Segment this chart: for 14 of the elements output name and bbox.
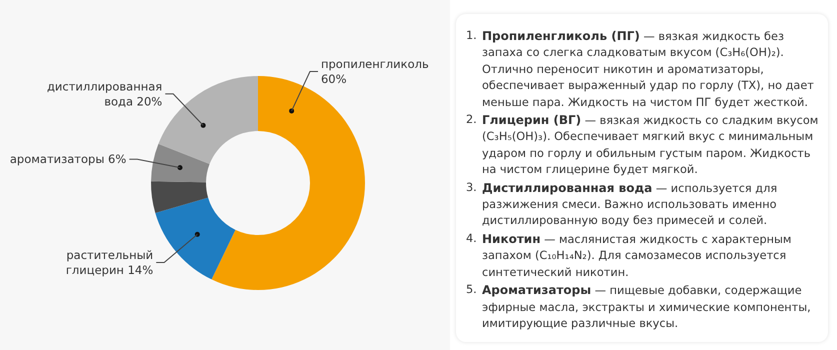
donut-slice: [212, 76, 365, 290]
text: 5. Ароматизаторы — пищевые добавки, содержащие эфирные масла, экстракты и химические компоненты, имитирующие различные вкусы.: [466, 282, 812, 332]
text: 3. Дистиллированная вода — используется для разжижения смеси. Важно использовать именно дистиллированную воду без примесей и солей.: [466, 180, 778, 230]
text: 1. Пропиленгликоль (ПГ) — вязкая жидкость без запаха со слегка сладковатым вкусом (C₃H₆(OH)₂). Отлично переносит никотин и ароматизаторы, обеспечивает выраженный удар по горлу (ТХ), но дает меньше пара. Жидкость на чистом ПГ будет жесткой.: [466, 28, 815, 111]
donut-slice: [151, 144, 210, 182]
slice-label: растительный глицерин 14%: [66, 248, 154, 278]
slice-label: дистиллированная вода 20%: [46, 79, 162, 108]
text: 4. Никотин — маслянистая жидкость с характерным запахом (C₁₀H₁₄N₂). Для самозамесов используется синтетический никотин.: [466, 230, 792, 281]
slice-label: ароматизаторы 6%: [10, 152, 126, 166]
slice-label: пропиленгликоль: [320, 57, 429, 72]
text: 2. Глицерин (ВГ) — вязкая жидкость со сладким вкусом (C₃H₅(OH)₃). Обеспечивает мягкий вкус с минимальным ударом по горлу и обильным густым паром. Жидкость на чистом глицерине будет мягкой.: [466, 112, 820, 178]
data-label: 60%: [320, 72, 347, 86]
donut-slice: [155, 198, 236, 280]
donut-slice: [151, 181, 208, 214]
